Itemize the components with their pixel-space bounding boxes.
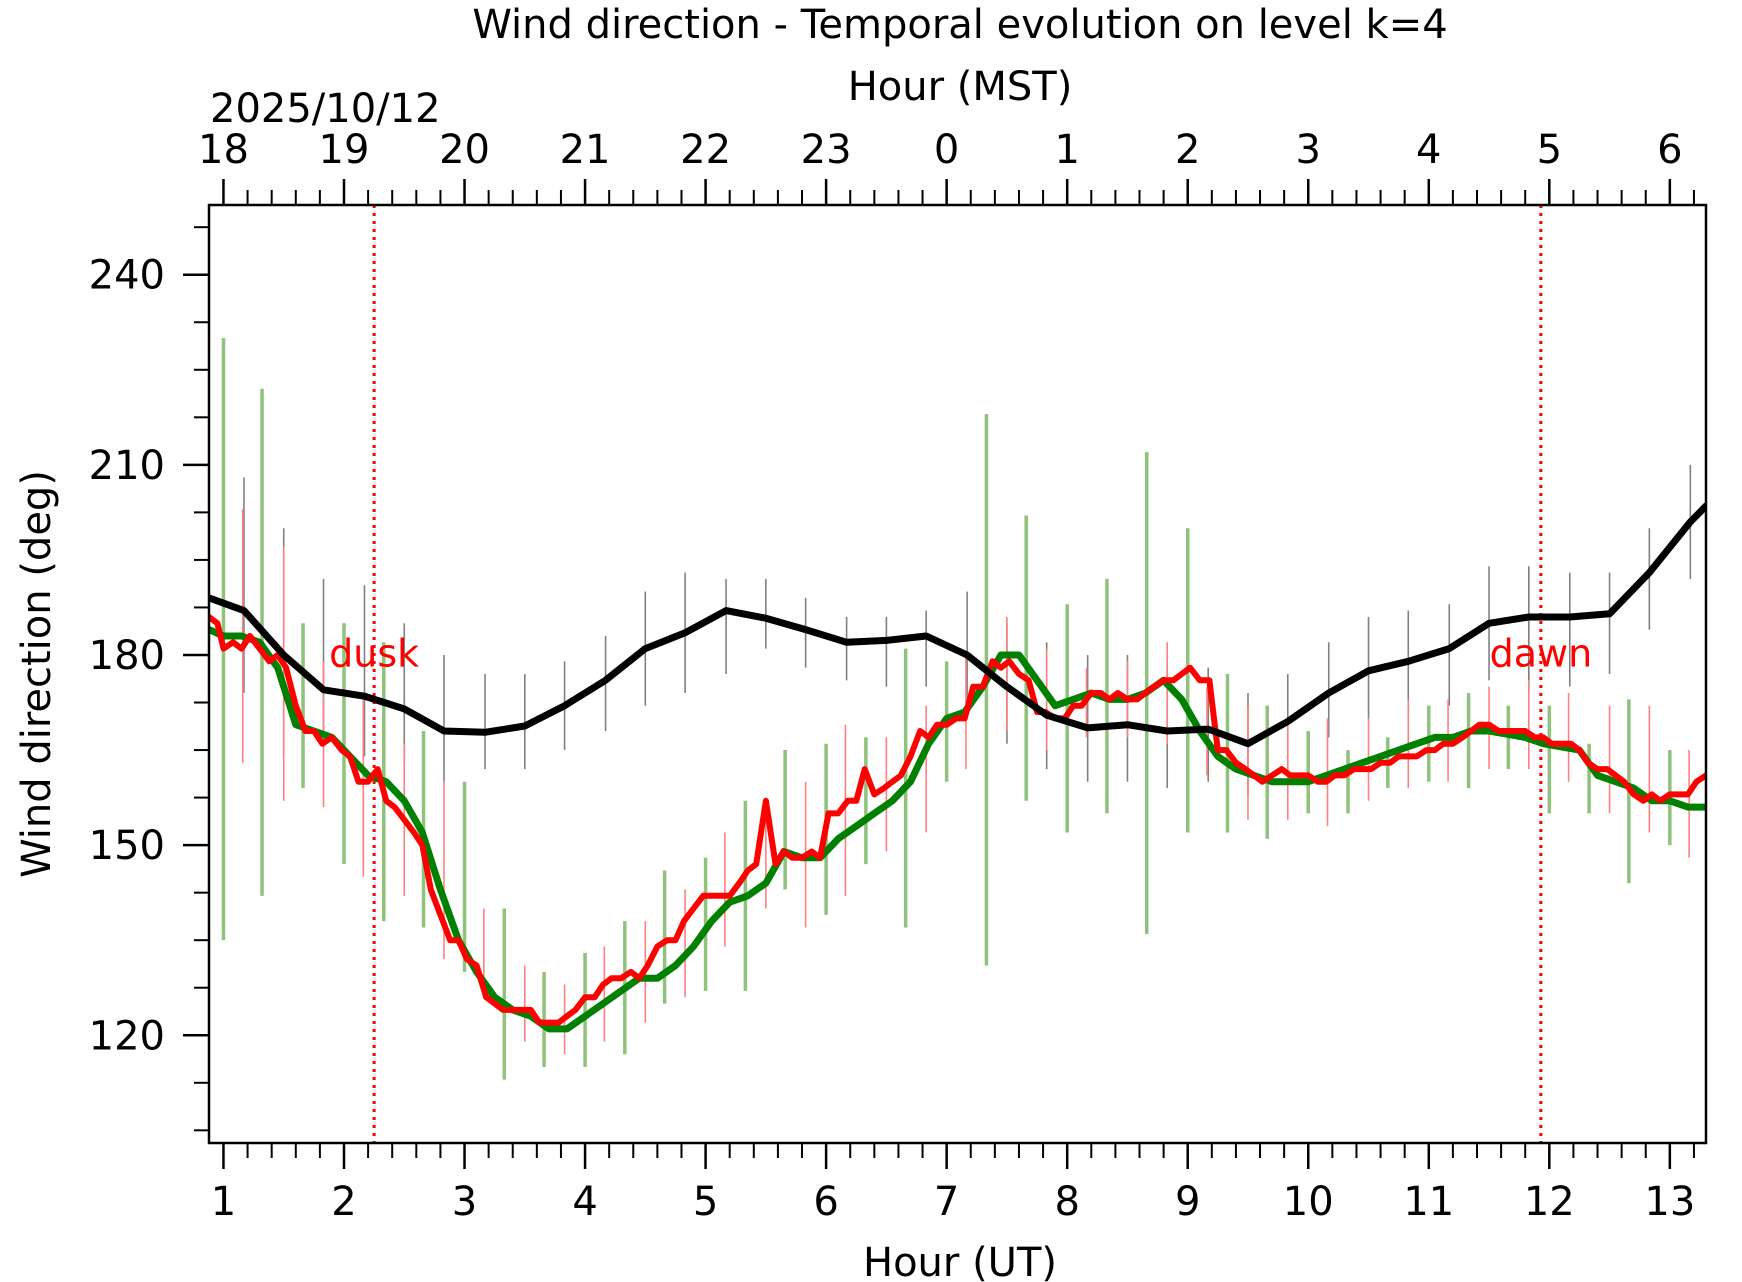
x-tick-label: 4 [572,1179,597,1225]
x2-tick-label: 20 [439,127,490,173]
y-tick-label: 150 [89,823,165,869]
x-tick-label: 7 [934,1179,959,1225]
x2-tick-label: 22 [680,127,731,173]
x2-tick-label: 2 [1175,127,1200,173]
x-tick-label: 6 [813,1179,838,1225]
x-tick-label: 11 [1403,1179,1454,1225]
series-lines [209,502,1706,1033]
y-tick-label: 210 [89,443,165,489]
dusk-label: dusk [329,631,419,675]
x2-tick-label: 4 [1416,127,1441,173]
x-tick-label: 10 [1283,1179,1334,1225]
event-lines: dusk dawn [329,205,1592,1143]
x-tick-label: 8 [1054,1179,1079,1225]
x-tick-label: 13 [1644,1179,1695,1225]
x-tick-label: 2 [331,1179,356,1225]
y-tick-label: 180 [89,633,165,679]
x2-tick-label: 19 [319,127,370,173]
x-tick-label: 12 [1524,1179,1575,1225]
top-axis-label: Hour (MST) [848,64,1073,110]
x2-tick-label: 21 [560,127,611,173]
x-axis-label: Hour (UT) [863,1240,1057,1282]
x2-tick-label: 3 [1296,127,1321,173]
y-tick-label: 240 [89,253,165,299]
x-tick-label: 3 [452,1179,477,1225]
x-tick-label: 1 [211,1179,236,1225]
x-tick-label: 5 [693,1179,718,1225]
plot-frame [207,203,1708,1145]
x2-tick-label: 0 [934,127,959,173]
date-label: 2025/10/12 [210,86,441,132]
series-line [209,502,1706,748]
x2-tick-label: 6 [1657,127,1682,173]
series-line [209,614,1706,1026]
x2-tick-label: 23 [801,127,852,173]
x2-tick-label: 5 [1537,127,1562,173]
x-tick-label: 9 [1175,1179,1200,1225]
axes: 1182193204215226237081921031141251361201… [89,127,1696,1225]
chart-title: Wind direction - Temporal evolution on l… [472,2,1447,48]
series-line [209,626,1706,1033]
y-axis-label: Wind direction (deg) [14,470,60,878]
y-tick-label: 120 [89,1013,165,1059]
x2-tick-label: 1 [1054,127,1079,173]
x2-tick-label: 18 [198,127,249,173]
dawn-label: dawn [1490,631,1593,675]
